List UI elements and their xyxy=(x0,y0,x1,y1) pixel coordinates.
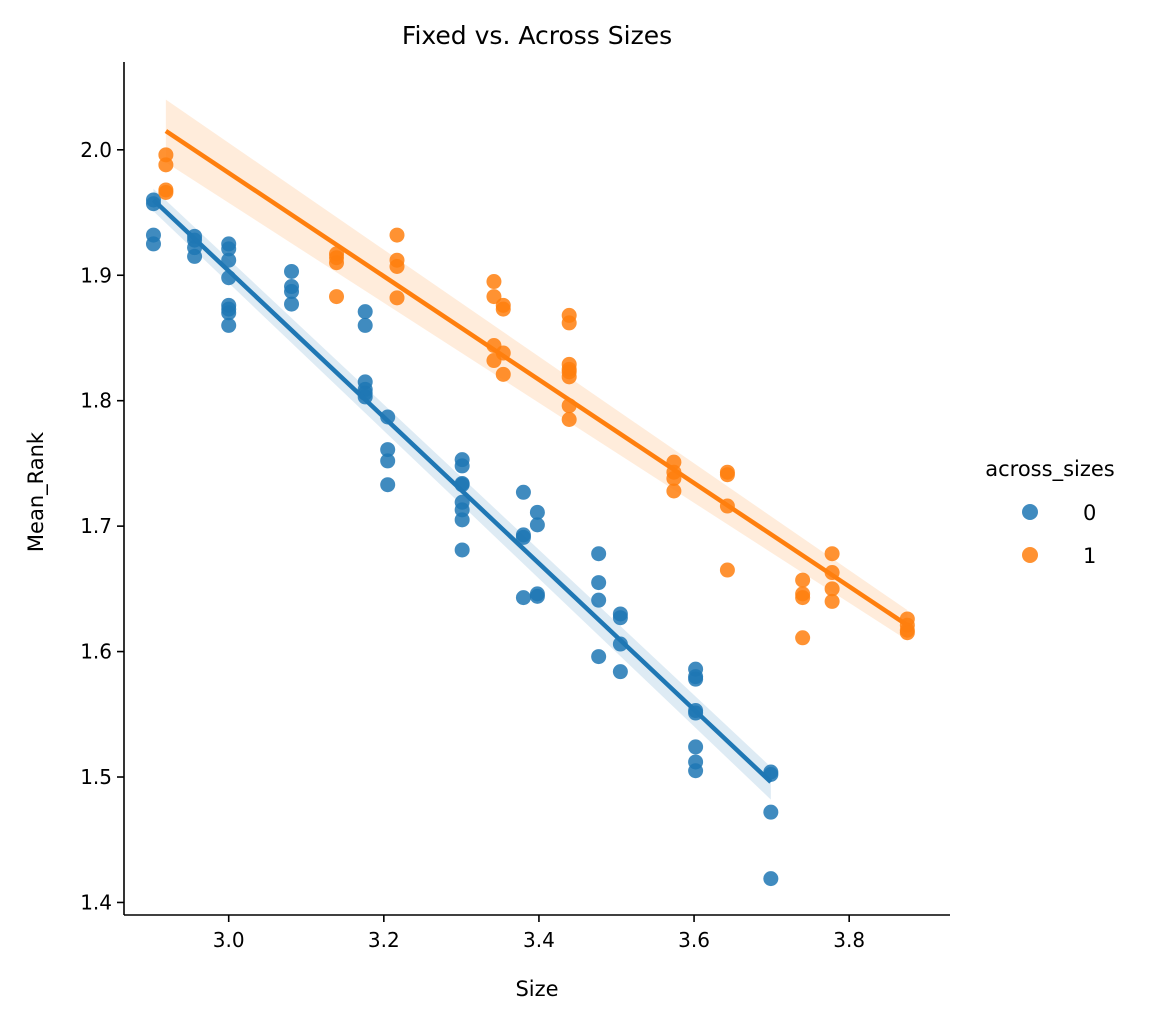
data-point xyxy=(380,409,396,425)
x-tick-label: 3.8 xyxy=(833,928,865,952)
chart-title: Fixed vs. Across Sizes xyxy=(402,21,672,50)
legend-title: across_sizes xyxy=(985,457,1114,482)
data-point xyxy=(763,871,779,887)
data-point xyxy=(284,296,300,312)
x-tick-label: 3.0 xyxy=(213,928,245,952)
y-tick-label: 1.5 xyxy=(80,765,112,789)
data-point xyxy=(561,412,577,428)
data-point xyxy=(221,317,237,333)
data-point xyxy=(591,575,607,591)
legend-label: 1 xyxy=(1083,544,1096,568)
y-axis-label: Mean_Rank xyxy=(24,431,49,552)
data-point xyxy=(795,630,811,646)
data-point xyxy=(515,529,531,545)
data-point xyxy=(221,252,237,268)
data-point xyxy=(284,284,300,300)
data-point xyxy=(284,263,300,279)
data-point xyxy=(389,227,405,243)
data-point xyxy=(145,196,161,212)
data-point xyxy=(795,572,811,588)
data-point xyxy=(221,305,237,321)
legend-item: 1 xyxy=(1022,544,1096,568)
data-point xyxy=(158,184,174,200)
regression-line xyxy=(151,198,773,784)
regression-line xyxy=(164,129,909,628)
data-point xyxy=(357,304,373,320)
data-point xyxy=(380,477,396,493)
y-tick-label: 1.4 xyxy=(80,890,112,914)
data-point xyxy=(612,610,628,626)
data-point xyxy=(591,592,607,608)
data-point xyxy=(380,453,396,469)
data-point xyxy=(666,483,682,499)
data-point xyxy=(688,739,704,755)
data-point xyxy=(688,763,704,779)
data-point xyxy=(454,458,470,474)
plot-area xyxy=(145,99,915,887)
data-point xyxy=(899,625,915,641)
data-point xyxy=(380,442,396,458)
x-tick-label: 3.2 xyxy=(368,928,400,952)
data-point xyxy=(529,504,545,520)
data-point xyxy=(495,366,511,382)
x-axis-label: Size xyxy=(515,977,558,1001)
series-1 xyxy=(158,99,915,646)
data-point xyxy=(486,274,502,290)
data-point xyxy=(824,581,840,597)
data-point xyxy=(529,517,545,533)
y-tick-label: 1.6 xyxy=(80,640,112,664)
legend-marker xyxy=(1022,547,1038,563)
data-point xyxy=(145,236,161,252)
data-point xyxy=(515,590,531,606)
data-point xyxy=(389,258,405,274)
x-tick-label: 3.6 xyxy=(678,928,710,952)
data-point xyxy=(561,369,577,385)
data-point xyxy=(187,248,203,264)
data-point xyxy=(329,289,345,305)
data-point xyxy=(824,546,840,562)
data-point xyxy=(719,562,735,578)
data-point xyxy=(158,157,174,173)
data-point xyxy=(495,301,511,317)
data-point xyxy=(688,671,704,687)
y-tick-label: 1.9 xyxy=(80,263,112,287)
data-point xyxy=(612,636,628,652)
data-point xyxy=(529,588,545,604)
data-point xyxy=(329,255,345,271)
data-point xyxy=(515,484,531,500)
legend-marker xyxy=(1022,504,1038,520)
data-point xyxy=(591,546,607,562)
data-point xyxy=(454,512,470,528)
data-point xyxy=(719,467,735,483)
data-point xyxy=(357,317,373,333)
data-point xyxy=(612,664,628,680)
axes: 3.0 3.2 3.4 3.6 3.8 1.4 1.5 1.6 1.7 1.8 1.9 2.0 xyxy=(80,62,950,952)
y-tick-label: 1.8 xyxy=(80,389,112,413)
data-point xyxy=(763,804,779,820)
data-point xyxy=(454,542,470,558)
data-point xyxy=(824,593,840,609)
legend: across_sizes 0 1 xyxy=(985,457,1114,568)
series-0 xyxy=(145,188,779,887)
data-point xyxy=(795,590,811,606)
data-point xyxy=(591,649,607,665)
y-tick-label: 2.0 xyxy=(80,138,112,162)
y-tick-label: 1.7 xyxy=(80,514,112,538)
data-point xyxy=(561,315,577,331)
legend-label: 0 xyxy=(1083,501,1096,525)
data-point xyxy=(221,241,237,257)
legend-item: 0 xyxy=(1022,501,1096,525)
x-tick-label: 3.4 xyxy=(523,928,555,952)
data-point xyxy=(389,290,405,306)
